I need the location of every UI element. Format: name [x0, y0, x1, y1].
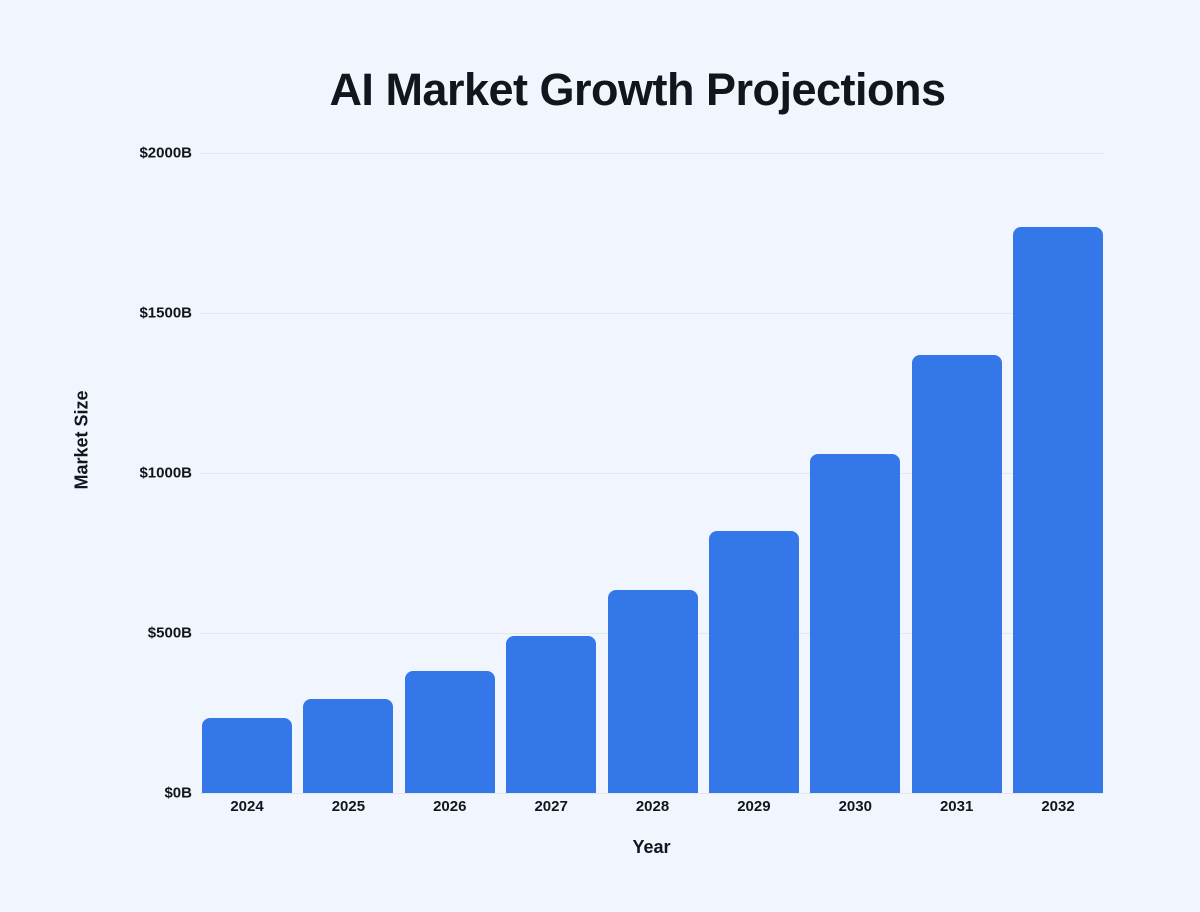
chart-title: AI Market Growth Projections	[329, 64, 946, 115]
x-tick-label-2030: 2030	[838, 798, 872, 815]
y-axis-title: Market Size	[71, 390, 92, 490]
bar-2025	[303, 699, 394, 793]
bar-2024	[202, 718, 292, 793]
x-axis-tick-labels: 2024 2025 2026 2027 2028 2029 2030 2031 2032	[202, 798, 1103, 815]
gridline-1500	[200, 313, 1103, 314]
x-tick-label-2024: 2024	[230, 798, 264, 815]
y-tick-label-2000: $2000B	[139, 144, 192, 162]
x-tick-label-2032: 2032	[1041, 798, 1075, 815]
bar-2032	[1013, 227, 1103, 793]
gridline-1000	[200, 473, 1103, 474]
bar-2026	[404, 671, 495, 793]
x-axis-title: Year	[632, 837, 671, 857]
x-tick-label-2027: 2027	[534, 798, 568, 815]
bar-series	[202, 153, 1103, 793]
y-tick-label-500: $500B	[147, 624, 192, 642]
y-tick-label-1500: $1500B	[139, 304, 192, 322]
bar-2028	[607, 590, 698, 793]
bar-2030	[810, 454, 901, 793]
bar-2029	[708, 531, 799, 793]
x-tick-label-2025: 2025	[331, 798, 366, 815]
bar-2031	[911, 355, 1002, 793]
y-tick-label-1000: $1000B	[139, 464, 192, 482]
x-tick-label-2028: 2028	[635, 798, 670, 815]
y-tick-label-0: $0B	[164, 784, 192, 802]
x-tick-label-2031: 2031	[939, 798, 974, 815]
x-tick-label-2026: 2026	[433, 798, 467, 815]
gridline-0	[200, 793, 1103, 794]
plot-area: $0B $500B $1000B $1500B $2000B 2024 2025 2026 2…	[139, 145, 1103, 815]
gridline-2000	[200, 153, 1103, 154]
bar-2027	[506, 636, 597, 793]
x-tick-label-2029: 2029	[737, 798, 771, 815]
